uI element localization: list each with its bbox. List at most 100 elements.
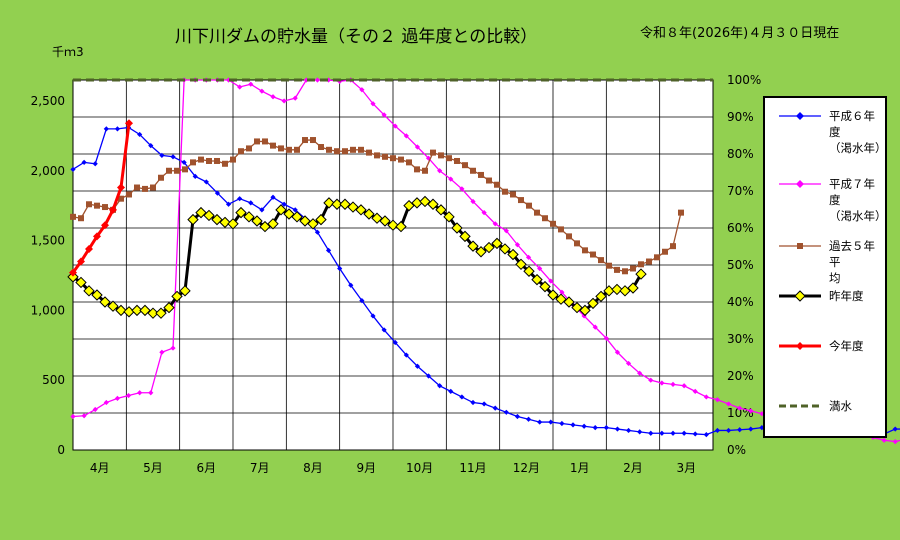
legend-swatch [779,112,821,120]
data-point [692,388,698,394]
data-point [595,290,607,303]
data-point [325,247,332,253]
data-point [302,137,308,144]
data-point [494,181,500,188]
x-tick-label: 4月 [90,461,110,475]
data-point [547,289,559,301]
data-point [555,293,567,305]
data-point [467,240,479,252]
x-tick-label: 8月 [303,461,323,475]
data-point [248,81,254,87]
data-point [503,228,509,234]
x-tick-label: 9月 [357,461,377,475]
data-point [286,146,292,153]
data-point [759,425,765,431]
data-point [254,138,260,145]
data-point [101,221,109,230]
data-point [355,204,367,216]
data-point [603,425,609,431]
series-layer [67,77,900,445]
y2-tick-label: 90% [727,110,754,124]
data-point [446,155,452,162]
data-point [118,195,124,202]
data-point [70,413,76,420]
data-point [325,77,332,83]
x-axis: 4月 5月 6月 7月 8月 9月 10月 11月 12月 1月 2月 3月 [90,461,696,475]
data-point [542,215,548,222]
data-point [92,406,98,413]
as-of-date: 令和８年(2026年)４月３０日現在 [640,26,840,41]
data-point [259,207,265,213]
data-point [366,149,372,156]
data-point [77,257,85,266]
data-point [291,211,303,223]
data-point [725,401,732,407]
data-point [579,304,591,317]
data-point [448,176,454,182]
data-point [419,195,431,208]
data-point [270,94,276,100]
data-point [350,146,356,153]
data-point [203,209,215,222]
data-point [526,202,532,209]
data-point [427,198,439,210]
data-point [659,430,665,436]
data-point [414,166,420,173]
data-point [198,156,204,163]
data-point [646,258,652,265]
data-point [392,339,398,346]
data-point [125,119,133,128]
data-point [559,289,565,295]
data-point [587,297,599,310]
data-point [109,205,117,214]
data-point [137,390,143,396]
x-tick-label: 5月 [143,461,163,475]
data-point [525,254,532,260]
data-point [292,95,298,101]
data-point [70,213,76,220]
data-point [227,218,239,230]
data-point [514,413,521,420]
data-point [478,171,484,178]
x-tick-label: 7月 [250,461,270,475]
data-point [283,208,295,220]
data-point [331,198,343,210]
data-point [437,383,443,389]
y-tick-label: 1,500 [31,234,65,248]
data-point [179,285,191,297]
data-point [443,211,455,223]
legend-label: 今年度 [829,339,864,353]
data-point [491,237,503,250]
data-point [630,265,636,272]
y2-tick-label: 0% [727,443,746,457]
data-point [259,88,265,94]
data-point [637,429,643,435]
data-point [117,183,125,192]
data-point [323,197,335,209]
data-point [102,204,108,211]
data-point [237,196,243,202]
data-point [310,137,316,144]
data-point [606,262,612,269]
data-point [78,215,84,222]
y2-tick-label: 100% [727,73,761,87]
data-point [382,153,388,160]
data-point [422,167,428,174]
data-point [299,215,311,227]
data-point [406,159,412,166]
data-point [270,194,276,200]
data-point [148,143,154,149]
data-point [581,313,587,319]
y-tick-label: 500 [42,373,65,387]
data-point [81,413,87,419]
data-point [114,395,121,401]
data-point [395,220,407,233]
data-point [518,197,524,204]
data-point [374,152,380,159]
data-point [359,87,365,93]
data-point [203,179,209,185]
data-point [370,313,376,319]
y2-tick-label: 40% [727,295,754,309]
data-point [692,431,698,437]
